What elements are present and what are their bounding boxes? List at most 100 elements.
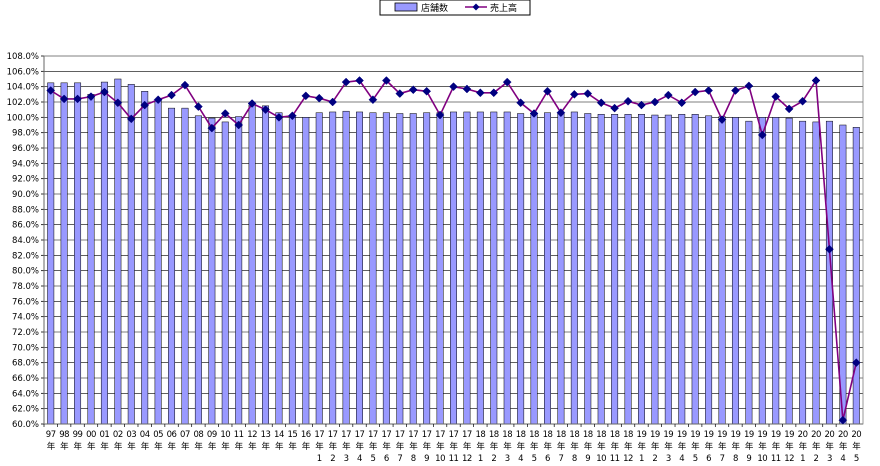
sales-marker (180, 80, 190, 90)
bar (409, 113, 417, 425)
sales-marker (167, 90, 176, 100)
x-tick-label: 年 (181, 441, 190, 452)
sales-marker (851, 358, 861, 368)
y-tick-label: 84.0% (12, 236, 39, 246)
bar (557, 113, 565, 425)
bar (275, 112, 283, 425)
sales-marker (46, 86, 56, 95)
x-tick-label: 3 (827, 454, 832, 462)
x-tick-label: 18 (502, 430, 512, 440)
sales-marker (126, 114, 136, 124)
bar (235, 116, 243, 425)
sales-marker (502, 77, 512, 87)
x-tick-label: 05 (153, 430, 163, 440)
x-tick-label: 2 (814, 454, 819, 462)
x-tick-label: 17 (462, 430, 472, 440)
x-tick-label: 年 (758, 441, 767, 452)
x-tick-label: 17 (381, 430, 391, 440)
x-tick-label: 8 (733, 454, 738, 462)
bar (74, 82, 82, 425)
y-tick-label: 96.0% (12, 144, 39, 154)
sales-marker (784, 104, 794, 114)
x-tick-label: 5 (693, 454, 698, 462)
sales-marker (637, 100, 646, 110)
x-tick-label: 18 (556, 430, 566, 440)
bar (705, 115, 713, 425)
x-tick-label: 19 (731, 430, 741, 440)
sales-marker (569, 89, 579, 99)
bar (799, 120, 807, 425)
x-tick-label: 年 (47, 441, 56, 452)
x-tick-label: 5 (854, 454, 859, 462)
x-tick-label: 20 (811, 430, 821, 440)
x-tick-label: 年 (356, 441, 365, 452)
legend-label-sales: 売上高 (490, 2, 517, 14)
x-tick-label: 19 (637, 430, 647, 440)
x-tick-label: 19 (650, 430, 660, 440)
x-tick-label: 年 (463, 441, 472, 452)
x-tick-label: 18 (596, 430, 606, 440)
x-tick-label: 年 (248, 441, 257, 452)
x-tick-label: 15 (287, 430, 297, 440)
sales-marker (207, 123, 217, 133)
x-tick-label: 年 (543, 441, 552, 452)
bar (168, 107, 176, 425)
x-tick-label: 年 (852, 441, 861, 452)
y-tick-label: 90.0% (12, 190, 39, 200)
x-tick-label: 年 (839, 441, 848, 452)
x-tick-label: 10 (435, 454, 445, 462)
bar (731, 117, 739, 425)
sales-marker (462, 84, 472, 94)
x-tick-label: 年 (449, 441, 458, 452)
sales-marker (261, 105, 270, 115)
y-tick-label: 102.0% (7, 98, 39, 108)
sales-marker (516, 98, 525, 108)
x-tick-label: 17 (341, 430, 351, 440)
bar (664, 114, 672, 425)
sales-marker (663, 90, 673, 100)
x-tick-label: 5 (532, 454, 537, 462)
x-tick-label: 年 (517, 441, 526, 452)
sales-marker (838, 415, 848, 425)
x-tick-label: 年 (678, 441, 687, 452)
x-tick-label: 年 (570, 441, 579, 452)
x-tick-label: 20 (798, 430, 808, 440)
x-tick-label: 8 (572, 454, 577, 462)
sales-marker (583, 89, 593, 98)
x-tick-label: 19 (771, 430, 781, 440)
bar (651, 114, 659, 425)
x-tick-label: 7 (397, 454, 402, 462)
x-tick-label: 10 (757, 454, 767, 462)
x-tick-label: 年 (476, 441, 485, 452)
x-tick-label: 6 (545, 454, 550, 462)
x-tick-label: 10 (220, 430, 230, 440)
x-tick-label: 08 (193, 430, 203, 440)
x-tick-label: 17 (435, 430, 445, 440)
x-tick-label: 年 (409, 441, 418, 452)
bar (114, 78, 122, 425)
x-tick-label: 4 (840, 454, 845, 462)
sales-marker (798, 96, 807, 106)
sales-marker (328, 97, 338, 107)
x-tick-label: 99 (73, 430, 83, 440)
sales-marker (86, 92, 96, 101)
bar (382, 112, 390, 425)
x-tick-label: 年 (705, 441, 714, 452)
x-tick-label: 11 (771, 454, 781, 462)
y-tick-label: 82.0% (12, 251, 39, 261)
bar (47, 82, 55, 425)
x-tick-label: 年 (396, 441, 405, 452)
x-tick-label: 18 (475, 430, 485, 440)
y-tick-label: 86.0% (12, 221, 39, 231)
sales-marker (153, 95, 163, 105)
sales-marker (704, 86, 713, 95)
x-tick-label: 2 (330, 454, 335, 462)
bar (544, 112, 551, 425)
bar (745, 120, 753, 425)
legend: 店舗数 売上高 (379, 0, 531, 16)
bar (436, 112, 444, 425)
sales-marker (475, 88, 485, 98)
x-tick-label: 6 (706, 454, 711, 462)
x-tick-label: 1 (478, 454, 483, 462)
bar (624, 114, 632, 425)
